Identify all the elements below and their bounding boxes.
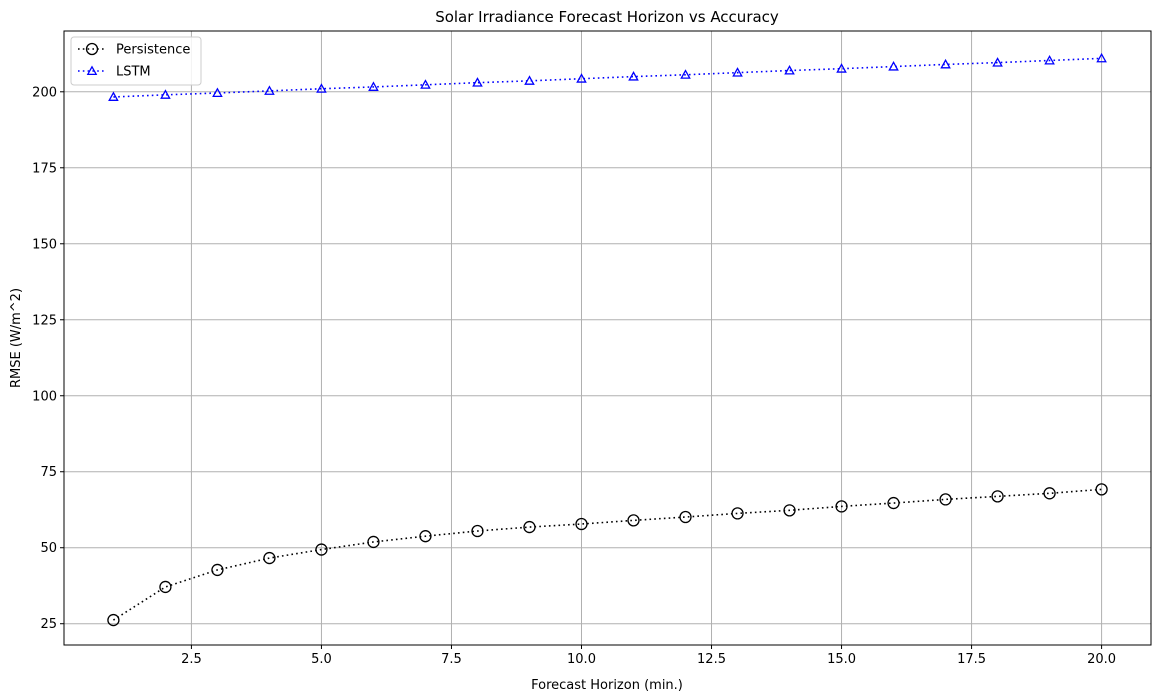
legend-entry-lstm: LSTM <box>78 65 151 80</box>
lstm-point <box>160 89 171 99</box>
persistence-point <box>627 514 640 527</box>
y-tick-label: 125 <box>32 313 57 328</box>
y-tick-label: 150 <box>32 237 57 252</box>
legend: Persistence LSTM <box>70 36 202 86</box>
y-tick-label: 175 <box>32 161 57 176</box>
grid <box>64 31 1151 645</box>
x-tick-label: 17.5 <box>957 652 986 667</box>
persistence-point <box>419 530 432 543</box>
persistence-point <box>783 504 796 517</box>
persistence-point <box>471 524 484 538</box>
series-layer <box>107 52 1108 627</box>
persistence-point <box>107 613 120 627</box>
lstm-point <box>212 87 223 98</box>
lstm-point <box>524 75 535 85</box>
lstm-point <box>316 83 327 93</box>
lstm-point <box>888 61 899 71</box>
lstm-point <box>940 58 951 69</box>
lstm-point <box>784 64 795 75</box>
plot-frame <box>63 30 1152 646</box>
persistence-point <box>679 510 692 524</box>
lstm-point <box>368 81 379 91</box>
y-tick-label: 75 <box>40 465 57 480</box>
persistence-point <box>575 517 588 531</box>
legend-label-lstm: LSTM <box>116 65 151 80</box>
lstm-point <box>472 77 483 87</box>
legend-entry-persistence: Persistence <box>78 43 190 58</box>
legend-marker-persistence <box>85 42 99 56</box>
lstm-point <box>992 57 1003 67</box>
lstm-point <box>264 85 275 95</box>
chart-title: Solar Irradiance Forecast Horizon vs Acc… <box>435 8 779 26</box>
lstm-point <box>836 63 847 73</box>
lstm-point <box>1096 52 1107 63</box>
ticks: 2.5 5.0 7.5 10.0 12.5 15.0 17.5 20.0 25 50 75 100 12… <box>32 85 1116 667</box>
x-tick-label: 2.5 <box>181 652 202 667</box>
lstm-point <box>420 79 431 89</box>
x-tick-label: 20.0 <box>1087 652 1116 667</box>
persistence-point <box>211 563 224 577</box>
persistence-line <box>112 488 1102 621</box>
lstm-point <box>108 91 119 101</box>
x-tick-label: 15.0 <box>827 652 856 667</box>
lstm-point <box>732 67 743 77</box>
lstm-point <box>1044 54 1055 65</box>
y-tick-label: 100 <box>32 389 57 404</box>
persistence-point <box>1095 483 1108 496</box>
x-axis-title: Forecast Horizon (min.) <box>531 678 683 693</box>
persistence-point <box>263 551 276 565</box>
persistence-point <box>315 543 328 556</box>
series-persistence <box>107 483 1108 627</box>
lstm-point <box>628 71 639 81</box>
persistence-point <box>991 490 1004 503</box>
y-tick-label: 50 <box>40 541 57 556</box>
x-tick-label: 7.5 <box>441 652 462 667</box>
y-tick-label: 25 <box>40 617 57 632</box>
persistence-point <box>731 507 744 520</box>
x-tick-label: 5.0 <box>311 652 332 667</box>
y-tick-label: 200 <box>32 85 57 100</box>
lstm-point <box>680 69 691 79</box>
legend-label-persistence: Persistence <box>116 43 190 58</box>
x-tick-label: 10.0 <box>567 652 596 667</box>
persistence-point <box>367 535 380 549</box>
persistence-point <box>835 500 848 513</box>
legend-marker-lstm <box>86 65 98 76</box>
persistence-point <box>887 496 900 510</box>
lstm-line <box>113 57 1102 98</box>
x-tick-label: 12.5 <box>697 652 726 667</box>
persistence-point <box>939 493 952 506</box>
persistence-point <box>159 580 172 594</box>
series-lstm <box>108 52 1107 101</box>
y-axis-title: RMSE (W/m^2) <box>9 288 24 388</box>
lstm-point <box>576 73 587 83</box>
persistence-point <box>523 520 536 534</box>
persistence-point <box>1043 487 1056 500</box>
